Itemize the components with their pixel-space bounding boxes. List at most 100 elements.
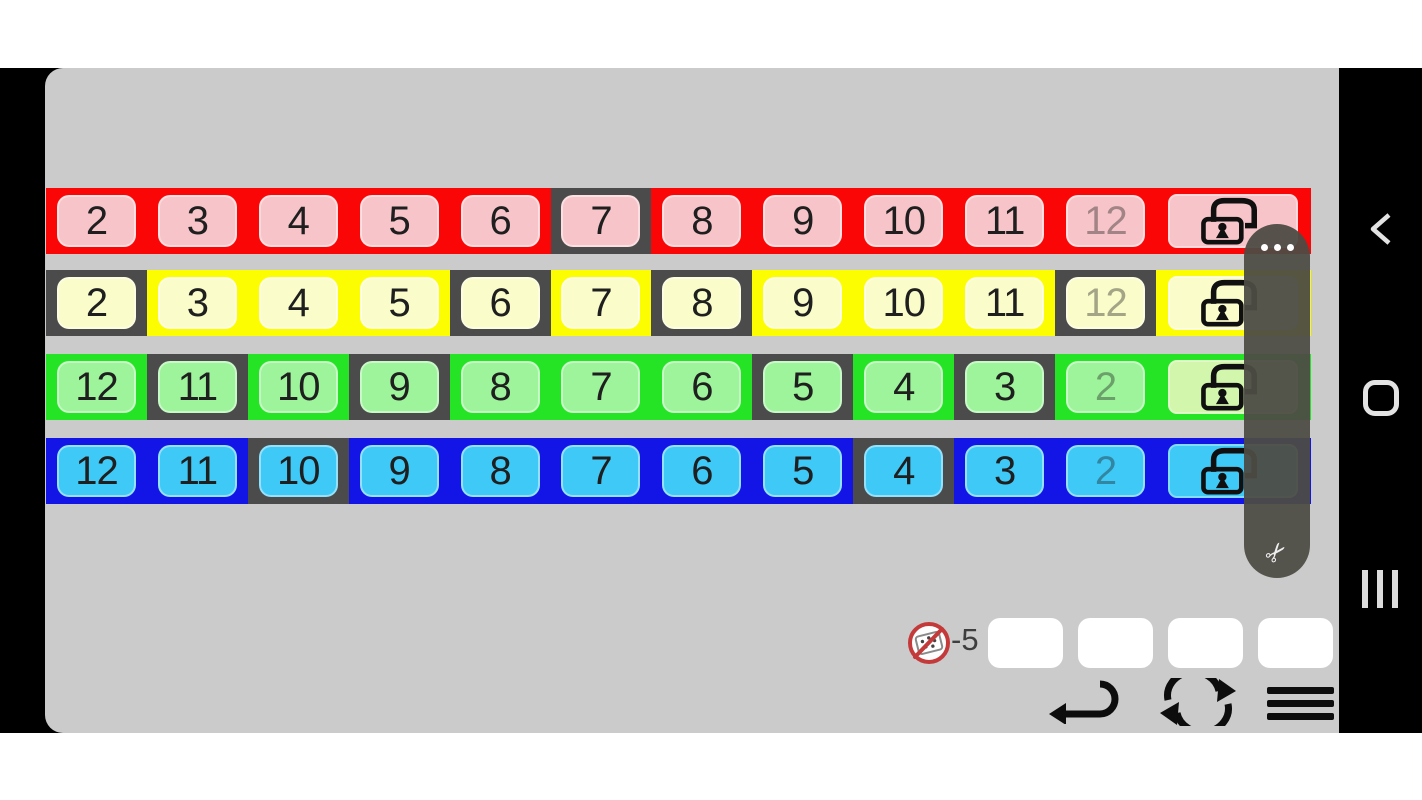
cell-red-9[interactable]: 9 (752, 188, 853, 254)
cell-yellow-9[interactable]: 9 (752, 270, 853, 336)
cell-yellow-5[interactable]: 5 (349, 270, 450, 336)
recents-bar-icon (1377, 570, 1383, 608)
tile-blue-2: 2 (1066, 445, 1146, 497)
cell-red-10[interactable]: 10 (853, 188, 954, 254)
tile-green-2: 2 (1066, 361, 1146, 413)
cell-red-12[interactable]: 12 (1055, 188, 1156, 254)
tile-red-5: 5 (359, 195, 439, 247)
cell-green-11[interactable]: 11 (146, 354, 248, 420)
cell-yellow-6[interactable]: 6 (449, 270, 551, 336)
tile-yellow-8: 8 (662, 277, 742, 329)
cell-green-2[interactable]: 2 (1055, 354, 1156, 420)
penalty-score: -5 (951, 622, 979, 657)
cell-blue-3[interactable]: 3 (954, 438, 1055, 504)
cell-yellow-10[interactable]: 10 (853, 270, 954, 336)
tile-red-7: 7 (561, 195, 641, 247)
tile-green-7: 7 (561, 361, 641, 413)
cell-green-9[interactable]: 9 (348, 354, 450, 420)
scissors-icon[interactable]: ✂ (1258, 535, 1296, 571)
cell-yellow-4[interactable]: 4 (248, 270, 349, 336)
tile-yellow-12: 12 (1066, 277, 1146, 329)
undo-button[interactable] (1048, 680, 1128, 729)
cell-green-12[interactable]: 12 (46, 354, 147, 420)
cell-green-8[interactable]: 8 (450, 354, 551, 420)
tile-green-9: 9 (359, 361, 439, 413)
cell-green-4[interactable]: 4 (853, 354, 954, 420)
cell-red-3[interactable]: 3 (147, 188, 248, 254)
tile-yellow-6: 6 (460, 277, 540, 329)
tile-yellow-3: 3 (157, 277, 237, 329)
tile-blue-6: 6 (662, 445, 742, 497)
tile-green-5: 5 (763, 361, 843, 413)
cell-red-6[interactable]: 6 (450, 188, 551, 254)
dice-slot-1[interactable] (988, 618, 1063, 668)
cell-blue-4[interactable]: 4 (853, 438, 955, 504)
cell-blue-2[interactable]: 2 (1055, 438, 1156, 504)
edge-panel-handle[interactable]: ✂ (1244, 224, 1310, 578)
android-nav-bar (1339, 68, 1422, 733)
cell-red-2[interactable]: 2 (46, 188, 147, 254)
dice-slot-4[interactable] (1258, 618, 1333, 668)
cell-green-3[interactable]: 3 (954, 354, 1056, 420)
cell-red-5[interactable]: 5 (349, 188, 450, 254)
cell-blue-10[interactable]: 10 (247, 438, 349, 504)
recents-bar-icon (1392, 570, 1398, 608)
tile-green-6: 6 (662, 361, 742, 413)
tile-green-3: 3 (965, 361, 1045, 413)
tile-red-8: 8 (662, 195, 742, 247)
menu-bar (1267, 687, 1334, 694)
ellipsis-dots-icon[interactable] (1260, 244, 1294, 251)
cell-red-11[interactable]: 11 (954, 188, 1055, 254)
nav-home-button[interactable] (1363, 380, 1399, 416)
nav-recents-button[interactable] (1362, 570, 1398, 608)
cell-blue-7[interactable]: 7 (551, 438, 652, 504)
cell-blue-9[interactable]: 9 (349, 438, 450, 504)
menu-bar (1267, 700, 1334, 707)
cell-blue-6[interactable]: 6 (651, 438, 752, 504)
tile-blue-11: 11 (157, 445, 237, 497)
cell-yellow-12[interactable]: 12 (1055, 270, 1156, 336)
tile-blue-3: 3 (965, 445, 1045, 497)
game-app-area: 2 3 4 5 6 7 8 9 10 11 12 2 3 4 5 6 7 8 9 10 11 12 12 11 10 9 8 7 6… (45, 68, 1339, 733)
dice-slot-3[interactable] (1168, 618, 1243, 668)
cell-red-8[interactable]: 8 (651, 188, 752, 254)
cell-blue-11[interactable]: 11 (147, 438, 248, 504)
cell-red-4[interactable]: 4 (248, 188, 349, 254)
refresh-arrows-icon (1157, 668, 1239, 733)
tile-yellow-11: 11 (965, 277, 1045, 329)
cell-yellow-7[interactable]: 7 (551, 270, 652, 336)
tile-yellow-7: 7 (561, 277, 641, 329)
refresh-button[interactable] (1157, 668, 1239, 733)
cell-green-10[interactable]: 10 (248, 354, 349, 420)
cell-yellow-8[interactable]: 8 (651, 270, 753, 336)
nav-back-button[interactable] (1367, 212, 1395, 251)
cell-green-5[interactable]: 5 (752, 354, 854, 420)
phone-screen: 2 3 4 5 6 7 8 9 10 11 12 2 3 4 5 6 7 8 9 10 11 12 12 11 10 9 8 7 6… (0, 68, 1422, 733)
cell-green-6[interactable]: 6 (651, 354, 752, 420)
tile-blue-7: 7 (561, 445, 641, 497)
cell-yellow-11[interactable]: 11 (954, 270, 1055, 336)
dice-slot-2[interactable] (1078, 618, 1153, 668)
tile-yellow-10: 10 (864, 277, 944, 329)
recents-bar-icon (1362, 570, 1368, 608)
cell-blue-12[interactable]: 12 (46, 438, 147, 504)
tile-red-4: 4 (258, 195, 338, 247)
cell-blue-5[interactable]: 5 (752, 438, 853, 504)
cell-green-7[interactable]: 7 (551, 354, 652, 420)
menu-button[interactable] (1267, 687, 1334, 720)
tile-green-10: 10 (258, 361, 338, 413)
cell-yellow-3[interactable]: 3 (147, 270, 248, 336)
tile-blue-4: 4 (864, 445, 944, 497)
tile-blue-10: 10 (258, 445, 338, 497)
cell-yellow-2[interactable]: 2 (46, 270, 147, 336)
undo-arrow-icon (1048, 680, 1128, 728)
cell-red-7[interactable]: 7 (550, 188, 652, 254)
tile-blue-9: 9 (359, 445, 439, 497)
tile-yellow-5: 5 (359, 277, 439, 329)
cell-blue-8[interactable]: 8 (450, 438, 551, 504)
tile-blue-12: 12 (56, 445, 136, 497)
chevron-back-icon (1369, 212, 1393, 251)
row-red: 2 3 4 5 6 7 8 9 10 11 12 (46, 188, 1311, 254)
row-green: 12 11 10 9 8 7 6 5 4 3 2 (46, 354, 1311, 420)
tile-blue-8: 8 (460, 445, 540, 497)
